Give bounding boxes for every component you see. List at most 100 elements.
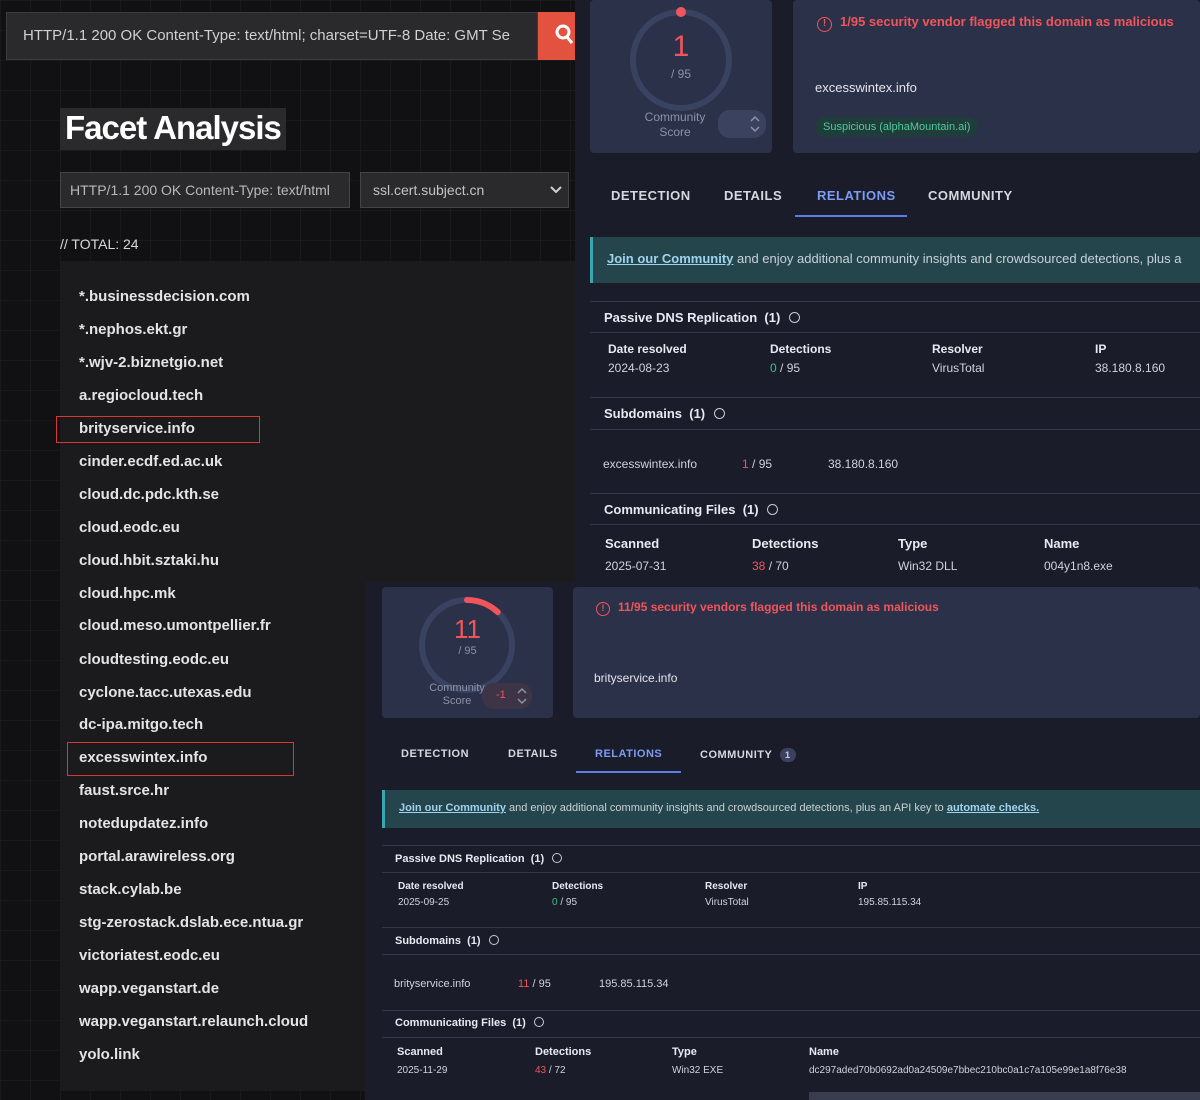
subdomain-ip[interactable]: 38.180.8.160 [828, 457, 899, 471]
dns-detections: 0 / 95 [770, 361, 801, 375]
facet-result-item[interactable]: *.businessdecision.com [79, 288, 250, 305]
verdict-card: ! 11/95 security vendors flagged this dom… [573, 587, 1200, 718]
facet-field-select[interactable]: ssl.cert.subject.cn [360, 172, 569, 208]
subdomains-header: Subdomains (1) [604, 406, 725, 421]
info-icon [767, 504, 779, 515]
facet-result-item[interactable]: cloud.dc.pdc.kth.se [79, 486, 220, 503]
facet-result-item[interactable]: excesswintex.info [79, 749, 208, 766]
facet-result-item[interactable]: cloud.meso.umontpellier.fr [79, 617, 271, 634]
divider [382, 927, 1200, 928]
subdomains-header: Subdomains (1) [395, 935, 499, 947]
subdomain-ip[interactable]: 195.85.115.34 [599, 978, 669, 990]
col-type: Type [672, 1046, 697, 1058]
malicious-warning: ! 11/95 security vendors flagged this dom… [596, 600, 939, 616]
verdict-card: ! 1/95 security vendor flagged this domai… [793, 0, 1200, 153]
facet-result-item[interactable]: stack.cylab.be [79, 881, 182, 898]
alert-circle-icon: ! [817, 17, 832, 32]
detection-score: 11 [454, 614, 481, 644]
tab-details[interactable]: DETAILS [508, 748, 558, 760]
facet-result-item[interactable]: wapp.veganstart.relaunch.cloud [79, 1013, 309, 1030]
facet-result-item[interactable]: stg-zerostack.dslab.ece.ntua.gr [79, 914, 304, 931]
facet-result-item[interactable]: notedupdatez.info [79, 815, 209, 832]
subdomain-name[interactable]: excesswintex.info [603, 457, 698, 471]
col-detections: Detections [535, 1046, 592, 1058]
col-detections: Detections [770, 342, 832, 356]
passive-dns-header: Passive DNS Replication (1) [604, 310, 800, 325]
facet-result-item[interactable]: yolo.link [79, 1046, 140, 1063]
info-icon [788, 312, 800, 323]
file-type: Win32 DLL [898, 559, 958, 573]
tab-detection[interactable]: DETECTION [401, 748, 470, 760]
facet-field-value: ssl.cert.subject.cn [373, 182, 485, 198]
subdomain-detections: 11 / 95 [518, 978, 551, 990]
communicating-files-header: Communicating Files (1) [604, 502, 779, 517]
search-button[interactable] [538, 12, 575, 60]
join-community-link[interactable]: Join our Community [399, 802, 506, 814]
info-icon [713, 408, 725, 419]
divider [382, 954, 1200, 955]
score-ring [419, 597, 515, 693]
col-resolver: Resolver [705, 881, 748, 892]
facet-result-item[interactable]: wapp.veganstart.de [79, 980, 220, 997]
search-input[interactable]: HTTP/1.1 200 OK Content-Type: text/html;… [6, 12, 538, 60]
divider [590, 524, 1200, 525]
col-date-resolved: Date resolved [608, 342, 687, 356]
tab-detection[interactable]: DETECTION [611, 188, 691, 203]
file-name[interactable]: dc297aded70b0692ad0a24509e7bbec210bc0a1c… [809, 1065, 1127, 1076]
chevron-down-icon [550, 186, 562, 194]
page-title: Facet Analysis [60, 108, 286, 150]
col-ip: IP [858, 881, 868, 892]
suspicious-tag: Suspicious (alphaMountain.ai) [815, 117, 979, 137]
col-scanned: Scanned [397, 1046, 443, 1058]
tab-relations[interactable]: RELATIONS [817, 188, 896, 203]
facet-result-item[interactable]: cyclone.tacc.utexas.edu [79, 684, 252, 701]
detection-total: / 95 [458, 645, 477, 657]
community-score-pill[interactable] [718, 110, 766, 138]
dns-ip[interactable]: 38.180.8.160 [1095, 361, 1166, 375]
dns-date: 2025-09-25 [398, 897, 450, 908]
file-detections: 43 / 72 [535, 1065, 566, 1076]
facet-result-item[interactable]: cinder.ecdf.ed.ac.uk [79, 453, 223, 470]
facet-result-item[interactable]: cloudtesting.eodc.eu [79, 651, 230, 668]
scrollbar[interactable] [809, 1092, 1200, 1100]
facet-result-item[interactable]: cloud.eodc.eu [79, 519, 180, 536]
tab-details[interactable]: DETAILS [724, 188, 783, 203]
facet-result-item[interactable]: a.regiocloud.tech [79, 387, 204, 404]
divider [382, 845, 1200, 846]
divider [382, 1037, 1200, 1038]
automate-checks-link[interactable]: automate checks. [946, 802, 1040, 814]
facet-result-item[interactable]: *.wjv-2.biznetgio.net [79, 354, 224, 371]
file-name[interactable]: 004y1n8.exe [1044, 559, 1113, 573]
join-community-link[interactable]: Join our Community [607, 251, 734, 266]
facet-result-item[interactable]: cloud.hpc.mk [79, 585, 176, 602]
community-score-value: -1 [496, 689, 506, 701]
tab-community[interactable]: COMMUNITY [928, 188, 1013, 203]
col-scanned: Scanned [605, 536, 660, 551]
divider [382, 1010, 1200, 1011]
community-score-pill[interactable]: -1 [482, 683, 532, 709]
info-icon [533, 1017, 544, 1027]
score-ring [630, 7, 732, 111]
col-detections: Detections [552, 881, 604, 892]
col-date-resolved: Date resolved [398, 881, 464, 892]
tab-relations[interactable]: RELATIONS [595, 748, 663, 760]
facet-result-item[interactable]: *.nephos.ekt.gr [79, 321, 188, 338]
info-icon [552, 853, 563, 863]
alert-circle-icon: ! [596, 602, 610, 616]
facet-result-item[interactable]: cloud.hbit.sztaki.hu [79, 552, 220, 569]
detection-total: / 95 [670, 67, 691, 81]
facet-result-item[interactable]: dc-ipa.mitgo.tech [79, 716, 204, 733]
subdomain-name[interactable]: brityservice.info [394, 978, 471, 990]
tab-community[interactable]: COMMUNITY 1 [700, 748, 796, 762]
communicating-files-header: Communicating Files (1) [395, 1017, 544, 1029]
community-label: Community Score [429, 682, 485, 707]
facet-result-item[interactable]: portal.arawireless.org [79, 848, 235, 865]
facet-query-input[interactable]: HTTP/1.1 200 OK Content-Type: text/html [60, 172, 350, 208]
facet-result-item[interactable]: faust.srce.hr [79, 782, 170, 799]
dns-resolver: VirusTotal [932, 361, 985, 375]
facet-result-item[interactable]: brityservice.info [79, 420, 195, 437]
vt-report-brityservice: 11 / 95 Community Score -1 ! 11/95 securit… [365, 582, 1200, 1100]
dns-ip[interactable]: 195.85.115.34 [858, 897, 922, 908]
facet-result-item[interactable]: victoriatest.eodc.eu [79, 947, 220, 964]
total-count: // TOTAL: 24 [60, 236, 139, 252]
